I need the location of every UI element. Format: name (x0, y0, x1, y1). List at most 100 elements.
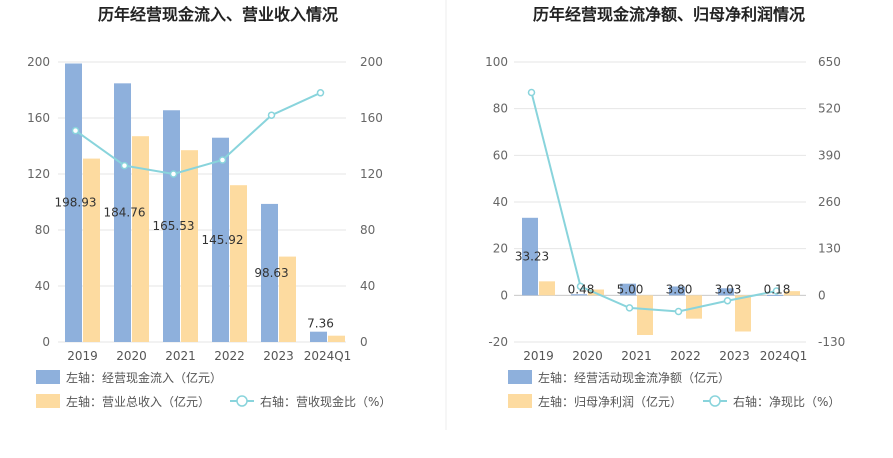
line-point (218, 156, 227, 164)
legend-label: 左轴：经营活动现金流净额（亿元） (538, 370, 730, 385)
y-right-tick: 0 (360, 335, 368, 349)
bar-series1 (767, 294, 783, 296)
y-right-tick: 200 (360, 55, 383, 69)
line-series3 (530, 92, 777, 313)
bar-series2 (784, 291, 800, 296)
x-tick: 2021 (165, 349, 196, 363)
bar-series2 (181, 150, 198, 342)
x-tick: 2020 (116, 349, 147, 363)
line-point (120, 161, 129, 170)
y-right-tick: 120 (360, 167, 383, 181)
line-point (576, 282, 585, 291)
data-label: 184.76 (104, 206, 146, 220)
bar-series1 (522, 217, 538, 296)
bar-series2 (539, 281, 555, 296)
legend-label: 左轴：营业总收入（亿元） (66, 394, 210, 409)
legend-label: 左轴：归母净利润（亿元） (538, 394, 682, 409)
y-right-tick: 260 (818, 195, 841, 209)
bar-series1 (571, 294, 587, 296)
line-series3 (74, 91, 321, 176)
y-left-tick: 80 (493, 102, 508, 116)
legend-swatch (36, 394, 60, 408)
x-tick: 2022 (214, 349, 245, 363)
line-point (723, 296, 732, 305)
y-left-tick: 60 (493, 148, 508, 162)
y-left-tick: 120 (27, 167, 50, 181)
bar-series2 (328, 335, 345, 342)
data-label: 33.23 (515, 250, 549, 264)
y-left-tick: 200 (27, 55, 50, 69)
legend-label: 右轴：净现比（%） (733, 394, 840, 409)
data-label: 5.00 (617, 282, 644, 296)
line-point (267, 111, 276, 119)
bar-series2 (637, 295, 653, 335)
y-right-tick: 160 (360, 111, 383, 125)
x-tick: 2019 (67, 349, 98, 363)
legend-swatch (36, 370, 60, 384)
bar-series2 (132, 136, 149, 342)
x-tick: 2023 (263, 349, 294, 363)
legend-swatch (508, 370, 532, 384)
line-point (169, 170, 178, 178)
y-left-tick: 80 (35, 223, 50, 237)
data-label: 7.36 (307, 317, 334, 331)
data-label: 3.80 (666, 282, 693, 296)
y-right-tick: 520 (818, 102, 841, 116)
bar-series1 (163, 110, 180, 343)
data-label: 198.93 (55, 196, 97, 210)
y-left-tick: -20 (488, 335, 508, 349)
bar-series2 (230, 185, 247, 342)
bar-series1 (212, 137, 229, 342)
chart-title: 历年经营现金流净额、归母净利润情况 (533, 5, 805, 24)
legend-swatch (508, 394, 532, 408)
y-right-tick: 40 (360, 279, 375, 293)
bar-series2 (83, 158, 100, 342)
y-left-tick: 160 (27, 111, 50, 125)
bar-series2 (735, 295, 751, 332)
legend-label: 右轴：营收现金比（%） (260, 394, 391, 409)
x-tick: 2021 (621, 349, 652, 363)
legend-label: 左轴：经营现金流入（亿元） (66, 370, 222, 385)
line-point (625, 304, 634, 312)
bar-series2 (686, 295, 702, 319)
data-label: 165.53 (153, 219, 195, 233)
bar-series1 (669, 286, 685, 296)
x-tick: 2019 (523, 349, 554, 363)
x-tick: 2022 (670, 349, 701, 363)
legend-line-marker (236, 395, 248, 407)
bar-series1 (114, 83, 131, 342)
bar-series1 (261, 203, 278, 342)
x-tick: 2024Q1 (304, 349, 352, 363)
y-left-tick: 20 (493, 242, 508, 256)
bar-series1 (620, 283, 636, 296)
chart-title: 历年经营现金流入、营业收入情况 (98, 5, 338, 24)
x-tick: 2024Q1 (760, 349, 808, 363)
data-label: 145.92 (202, 233, 244, 247)
line-point (71, 126, 80, 135)
line-point (316, 89, 325, 97)
line-point (674, 307, 683, 316)
data-label: 0.48 (568, 282, 595, 296)
x-tick: 2023 (719, 349, 750, 363)
legend-line-marker (709, 395, 721, 407)
y-left-tick: 40 (35, 279, 50, 293)
x-tick: 2020 (572, 349, 603, 363)
y-right-tick: 650 (818, 55, 841, 69)
data-label: 0.18 (764, 282, 791, 296)
data-label: 3.03 (715, 282, 742, 296)
y-right-tick: 0 (818, 288, 826, 302)
y-left-tick: 0 (42, 335, 50, 349)
y-left-tick: 100 (485, 55, 508, 69)
y-left-tick: 40 (493, 195, 508, 209)
y-left-tick: 0 (500, 288, 508, 302)
line-point (527, 88, 536, 97)
bar-series2 (279, 256, 296, 342)
line-point (772, 287, 781, 295)
y-right-tick: -130 (818, 335, 845, 349)
bar-series1 (718, 288, 734, 296)
y-right-tick: 80 (360, 223, 375, 237)
y-right-tick: 390 (818, 148, 841, 162)
data-label: 98.63 (254, 266, 288, 280)
